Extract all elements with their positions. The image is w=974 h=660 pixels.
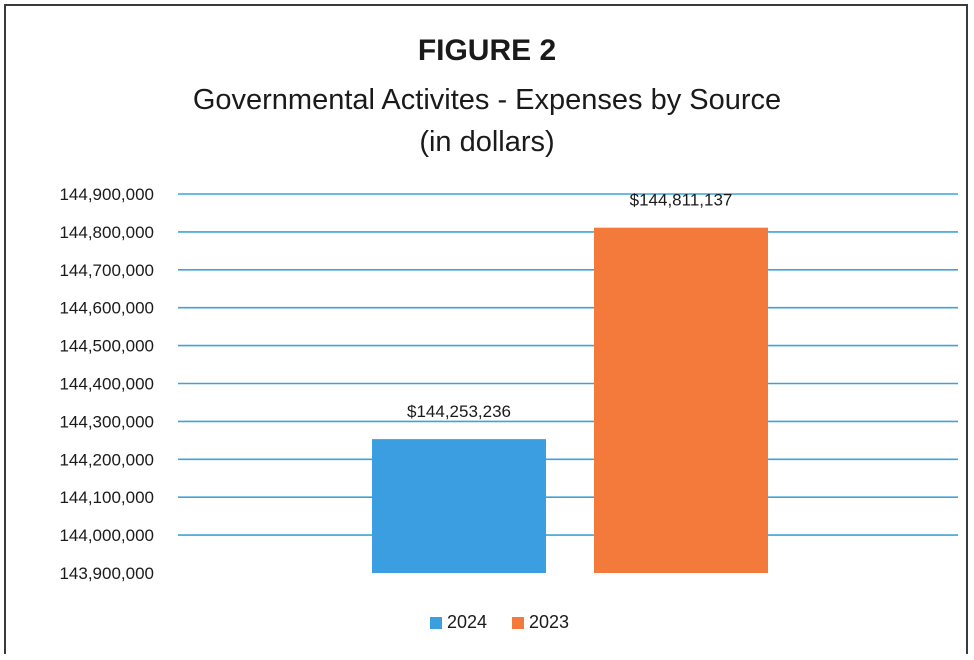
y-tick-label: 144,200,000 xyxy=(59,450,154,469)
y-tick-label: 144,000,000 xyxy=(59,526,154,545)
legend-label-2023: 2023 xyxy=(529,612,569,632)
chart-subtitle: Governmental Activites - Expenses by Sou… xyxy=(192,84,782,116)
bar-2023 xyxy=(594,227,768,573)
y-tick-label: 144,600,000 xyxy=(59,299,154,318)
y-tick-label: 143,900,000 xyxy=(59,564,154,583)
chart-subtitle-units: (in dollars) xyxy=(419,126,555,158)
legend-swatch-2023 xyxy=(512,617,524,629)
y-tick-label: 144,400,000 xyxy=(59,375,154,394)
y-tick-label: 144,300,000 xyxy=(59,412,154,431)
y-tick-label: 144,700,000 xyxy=(59,261,154,280)
legend-swatch-2024 xyxy=(430,617,442,629)
data-label-2024: $144,253,236 xyxy=(407,402,511,421)
y-tick-label: 144,900,000 xyxy=(59,185,154,204)
chart-title: FIGURE 2 xyxy=(417,34,557,67)
legend-label-2024: 2024 xyxy=(447,612,487,632)
y-tick-label: 144,500,000 xyxy=(59,337,154,356)
data-label-2023: $144,811,137 xyxy=(630,191,733,210)
y-tick-label: 144,100,000 xyxy=(59,488,154,507)
bar-2024 xyxy=(372,439,546,573)
y-tick-label: 144,800,000 xyxy=(59,223,154,242)
